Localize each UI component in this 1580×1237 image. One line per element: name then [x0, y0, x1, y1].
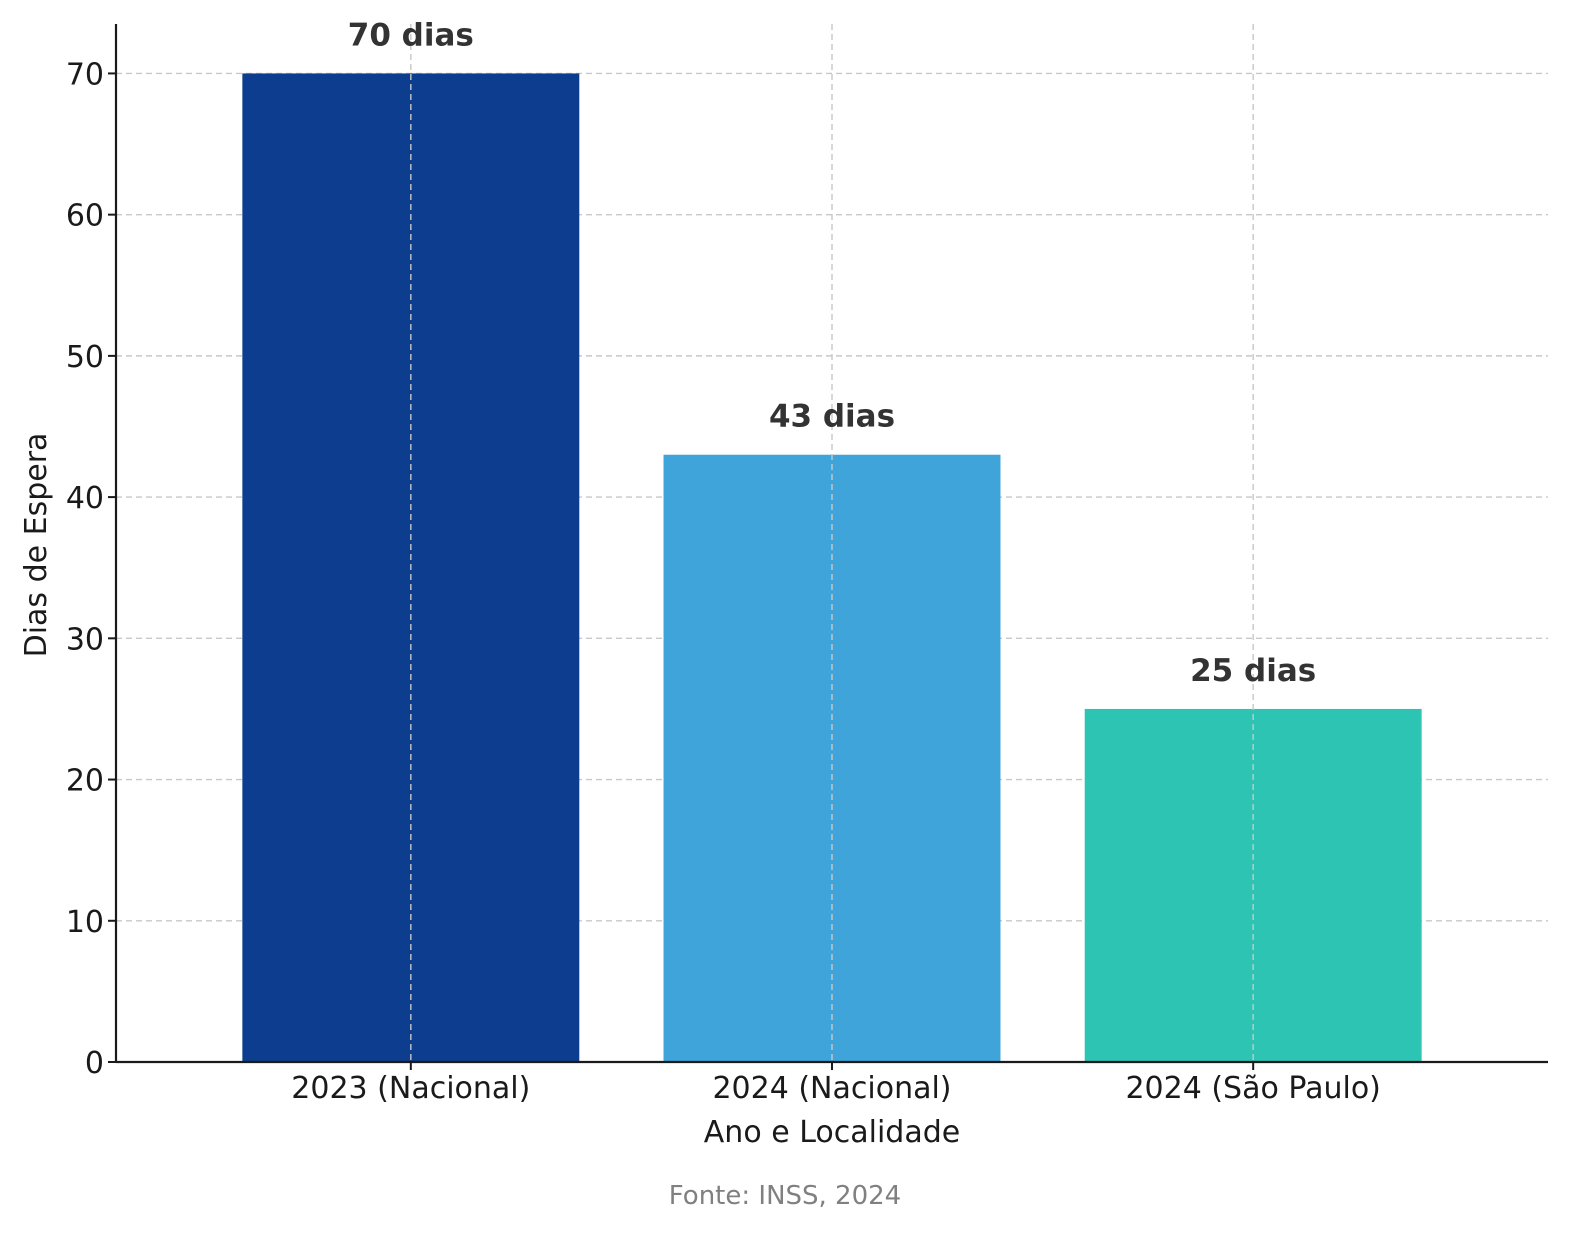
y-axis-label: Dias de Espera [19, 433, 54, 658]
y-tick-label-1: 10 [66, 905, 104, 940]
x-tick-label-1: 2024 (Nacional) [712, 1071, 951, 1106]
data-label-0: 70 dias [348, 17, 474, 53]
x-axis-label: Ano e Localidade [704, 1115, 960, 1150]
y-tick-label-3: 30 [66, 622, 104, 657]
data-label-2: 25 dias [1190, 653, 1316, 689]
x-tick-labels: 2023 (Nacional) 2024 (Nacional) 2024 (São … [291, 1071, 1381, 1106]
y-tick-labels: 0 10 20 30 40 50 60 70 [66, 57, 104, 1081]
source-note: Fonte: INSS, 2024 [669, 1181, 901, 1211]
y-tick-label-6: 60 [66, 199, 104, 234]
axes [108, 24, 1548, 1070]
vertical-grid-lines [410, 24, 1254, 1062]
y-tick-label-2: 20 [66, 764, 104, 799]
y-tick-label-7: 70 [66, 57, 104, 92]
y-tick-label-5: 50 [66, 340, 104, 375]
y-tick-label-4: 40 [66, 481, 104, 516]
data-labels: 70 dias 43 dias 25 dias [348, 17, 1316, 689]
x-tick-label-2: 2024 (São Paulo) [1125, 1071, 1380, 1106]
data-label-1: 43 dias [769, 399, 895, 435]
x-tick-label-0: 2023 (Nacional) [291, 1071, 530, 1106]
y-tick-label-0: 0 [85, 1046, 104, 1081]
